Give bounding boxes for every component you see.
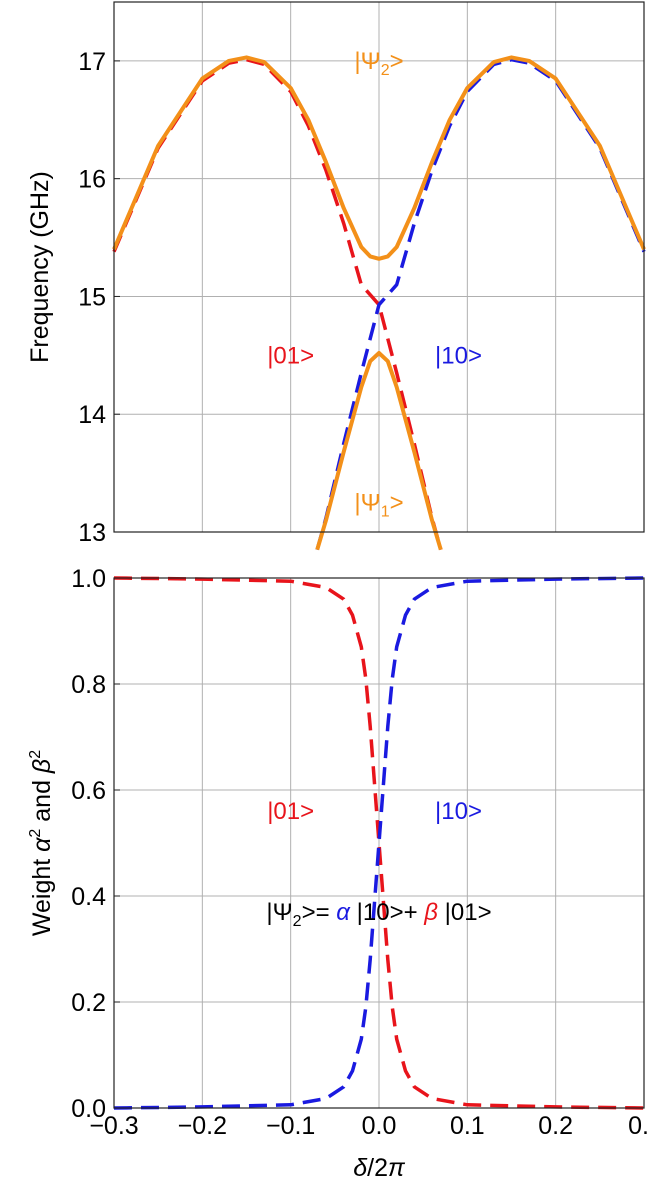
- y-tick-label: 0.2: [71, 989, 106, 1017]
- plot-frame: [113, 1, 645, 533]
- x-tick-label: 0.2: [538, 1112, 573, 1140]
- y-tick-label: 14: [78, 401, 106, 429]
- state-annotation: |Ψ1>: [354, 490, 403, 521]
- y-tick-label: 0.6: [71, 777, 106, 805]
- state-annotation: |01>: [267, 798, 314, 825]
- series-line-01-1: [113, 576, 645, 1110]
- series-line-01-0: [112, 57, 443, 551]
- y-tick-label: 17: [78, 48, 106, 76]
- x-axis-label: δ/2π: [353, 1154, 406, 1182]
- plot-frame: [113, 577, 645, 1109]
- state-annotation: |10>: [435, 798, 482, 825]
- state-annotation: |Ψ2>: [354, 48, 403, 79]
- series-line-10-0: [315, 57, 646, 551]
- frequency-panel: 13 14 15 16 17 |Ψ2> |01> |10> |Ψ1>: [78, 1, 646, 551]
- x-tick-label: 0.1: [450, 1112, 485, 1140]
- y-tick-label: 0.8: [71, 671, 106, 699]
- y-tick-label: 16: [78, 166, 106, 194]
- weight-panel: 0.0 0.2 0.4 0.6 0.8 1.0 −0.3 −0.2 −0.1 0.0 0.1 0.2 0…: [71, 565, 649, 1140]
- y-tick-label: 15: [78, 283, 106, 311]
- series-line-10-1: [113, 576, 645, 1110]
- state-annotation: |01>: [267, 342, 314, 369]
- frequency-y-axis-label: Frequency (GHz): [26, 171, 54, 363]
- y-tick-label: 1.0: [71, 565, 106, 593]
- y-tick-label: 13: [78, 519, 106, 547]
- y-tick-label: 0.4: [71, 883, 106, 911]
- x-tick-label: −0.1: [266, 1112, 315, 1140]
- state-equation: |Ψ2>= α |10>+ β |01>: [266, 899, 491, 930]
- x-tick-label: 0.0: [362, 1112, 397, 1140]
- x-tick-label: 0.: [628, 1112, 649, 1140]
- series-line-2-0: [112, 55, 646, 261]
- state-annotation: |10>: [435, 342, 482, 369]
- weight-y-axis-label: Weight α2 and β2: [27, 750, 56, 936]
- x-tick-label: −0.2: [178, 1112, 227, 1140]
- y-tick-label: 0.0: [71, 1095, 106, 1123]
- series-line-1-0: [315, 351, 443, 551]
- x-tick-label: −0.3: [89, 1112, 138, 1140]
